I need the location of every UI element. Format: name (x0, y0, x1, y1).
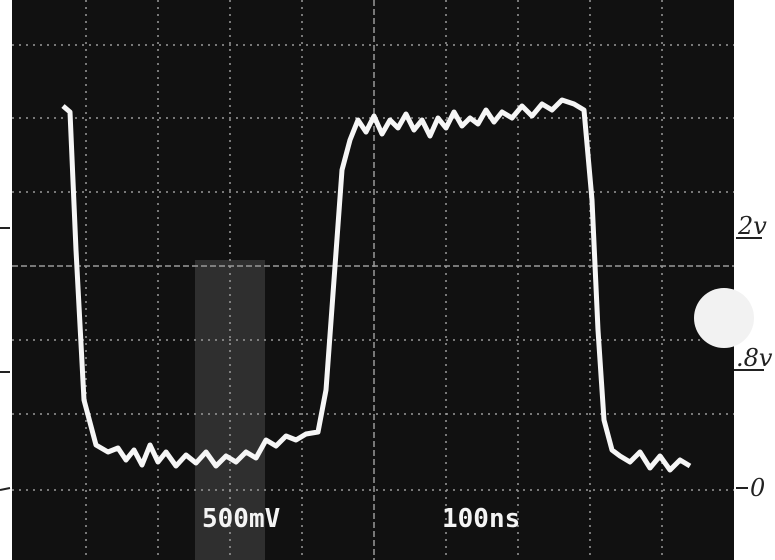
oscilloscope-photo: 500mV 100ns 2v .8v 0 (0, 0, 775, 560)
threshold-level-annotation: .8v (736, 344, 773, 372)
punch-hole (694, 288, 754, 348)
high-level-annotation: 2v (737, 212, 767, 240)
zero-level-annotation: 0 (750, 474, 765, 502)
scope-screen (12, 0, 734, 560)
volts-per-div-label: 500mV (202, 504, 280, 534)
time-per-div-label: 100ns (442, 504, 520, 534)
